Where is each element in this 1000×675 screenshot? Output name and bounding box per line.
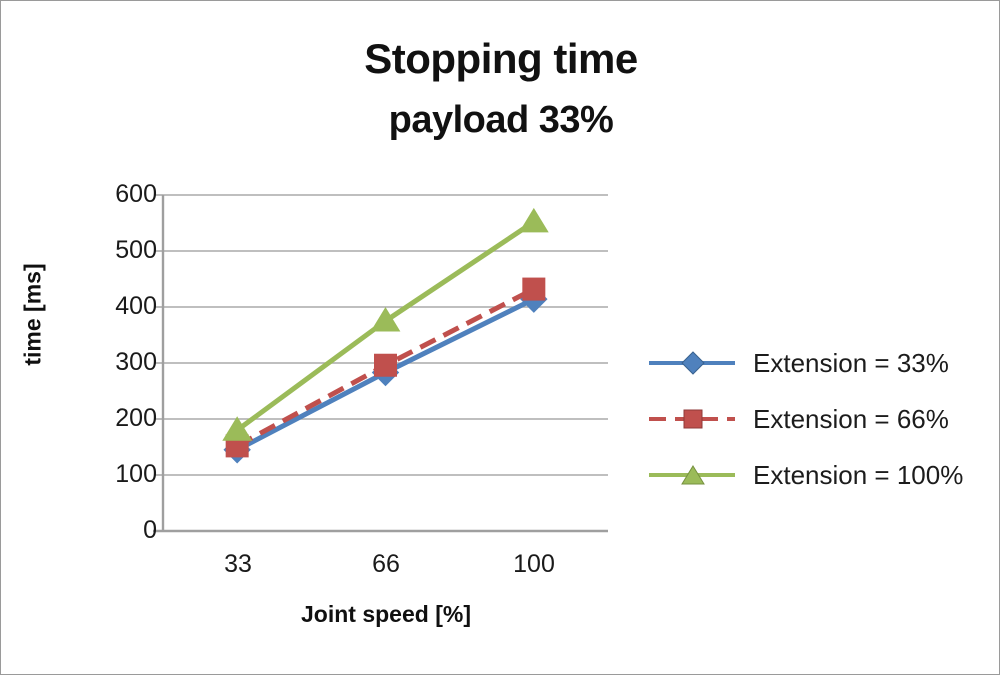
legend-label: Extension = 33% (753, 347, 949, 378)
y-tick-label: 0 (143, 516, 157, 544)
y-tick-label: 600 (115, 180, 157, 208)
data-point-marker (374, 353, 397, 377)
x-tick-label: 66 (372, 550, 400, 578)
diamond-marker-icon (680, 350, 706, 381)
data-point-marker (518, 207, 549, 233)
legend-label: Extension = 100% (753, 459, 964, 490)
y-tick-label: 400 (115, 292, 157, 320)
chart-title: Stopping time (364, 35, 638, 82)
data-point-marker (522, 277, 546, 301)
y-tick-label: 200 (115, 404, 157, 432)
legend-item-extension-33: Extension = 33% (649, 335, 963, 391)
y-tick-label: 500 (115, 236, 157, 264)
triangle-marker-icon (680, 462, 706, 493)
x-tick-label: 33 (224, 550, 252, 578)
data-point-marker (370, 307, 401, 332)
legend-item-extension-66: Extension = 66% (649, 391, 963, 447)
legend-label: Extension = 66% (753, 403, 949, 434)
y-tick-label: 100 (115, 460, 157, 488)
data-point-marker (222, 416, 253, 441)
x-axis-title: Joint speed [%] (301, 601, 471, 627)
chart-legend: Extension = 33% Extension = 66% Extensio… (649, 335, 963, 503)
square-marker-icon (680, 406, 706, 437)
chart-subtitle: payload 33% (388, 99, 614, 141)
legend-key-red (649, 404, 735, 434)
x-tick-label: 100 (513, 550, 555, 578)
legend-item-extension-100: Extension = 100% (649, 447, 963, 503)
y-tick-label: 300 (115, 348, 157, 376)
legend-key-blue (649, 348, 735, 378)
legend-key-green (649, 460, 735, 490)
